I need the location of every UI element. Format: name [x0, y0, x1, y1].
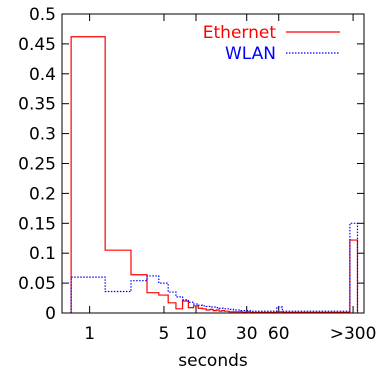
- x-tick-label: 1: [84, 324, 95, 344]
- y-tick-label: 0.05: [18, 274, 56, 294]
- series-line-wlan: [70, 222, 359, 313]
- y-tick-label: 0.15: [18, 214, 56, 234]
- x-tick-label: >300: [330, 324, 376, 344]
- y-tick-label: 0.1: [29, 244, 56, 264]
- series-layer: [70, 36, 359, 313]
- y-tick-label: 0.2: [29, 184, 56, 204]
- y-tick-label: 0.45: [18, 35, 56, 55]
- y-tick-label: 0.4: [29, 65, 56, 85]
- legend-label-wlan: WLAN: [225, 44, 276, 64]
- y-tick-label: 0.3: [29, 125, 56, 145]
- legend-entry-wlan: WLAN: [225, 44, 340, 64]
- y-tick-label: 0.35: [18, 95, 56, 115]
- legend-entry-ethernet: Ethernet: [203, 23, 340, 43]
- y-tick-label: 0: [45, 304, 56, 324]
- x-tick-label: 10: [185, 324, 207, 344]
- y-tick-label: 0.25: [18, 155, 56, 175]
- series-line-ethernet: [70, 36, 359, 313]
- x-tick-label: 5: [159, 324, 170, 344]
- x-tick-label: 30: [236, 324, 258, 344]
- legend-label-ethernet: Ethernet: [203, 23, 277, 43]
- y-tick-label: 0.5: [29, 5, 56, 25]
- x-axis-title: seconds: [178, 351, 248, 371]
- y-axis: 0 0.05 0.1 0.15 0.2 0.25 0.3 0.35 0.4 0.45 0.5: [18, 5, 364, 324]
- x-tick-label: 60: [268, 324, 290, 344]
- legend: Ethernet WLAN: [203, 23, 340, 64]
- plot-frame: [61, 13, 365, 314]
- x-axis: 1 5 10 30 60 >300: [84, 14, 376, 344]
